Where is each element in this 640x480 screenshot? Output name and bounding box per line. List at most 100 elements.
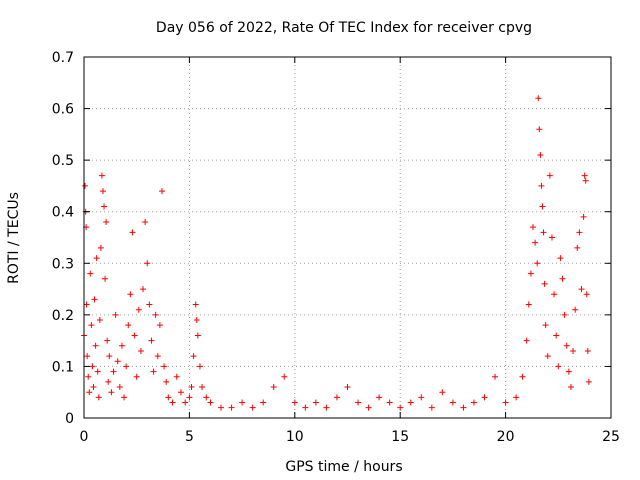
data-point [580,213,587,220]
data-point [281,373,288,380]
data-point [106,353,113,360]
data-point [93,255,100,262]
data-point [194,332,201,339]
data-point [146,301,153,308]
data-point [163,378,170,385]
x-tick-label: 15 [391,429,409,445]
data-point [142,219,149,226]
data-point [365,404,372,411]
data-point [502,399,509,406]
data-point [89,363,96,370]
data-point [188,384,195,391]
data-point [535,95,542,102]
data-point [565,368,572,375]
data-point [536,126,543,133]
data-point [542,322,549,329]
data-point [127,291,134,298]
data-point [156,322,163,329]
data-point [94,368,101,375]
data-point [553,332,560,339]
data-point [218,404,225,411]
data-point [173,373,180,380]
x-tick-label: 5 [185,429,194,445]
data-point [203,394,210,401]
y-axis-label: ROTI / TECUs [6,192,22,284]
data-point [129,229,136,236]
data-point [110,368,117,375]
data-point [576,229,583,236]
data-point [103,219,110,226]
data-point [583,291,590,298]
data-point [539,203,546,210]
data-point [418,394,425,401]
data-point [101,203,108,210]
data-point [555,363,562,370]
data-point [428,404,435,411]
data-point [228,404,235,411]
data-point [99,188,106,195]
data-point [584,347,591,354]
data-point [449,399,456,406]
data-point [239,399,246,406]
data-point [190,353,197,360]
data-point [270,384,277,391]
data-point [177,389,184,396]
data-point [481,394,488,401]
data-point [527,270,534,277]
data-point [581,172,588,179]
grid [84,57,611,418]
data-point [544,353,551,360]
data-point [95,394,102,401]
data-point [150,368,157,375]
data-point [137,347,144,354]
data-point [85,373,92,380]
data-point [84,353,91,360]
data-point [144,260,151,267]
data-point [249,404,256,411]
data-point [133,373,140,380]
data-point [182,399,189,406]
data-point [131,332,138,339]
data-point [534,260,541,267]
y-tick-label: 0.6 [52,102,74,118]
data-point [125,322,132,329]
data-point [567,384,574,391]
data-point [92,342,99,349]
plot-frame [83,56,612,419]
data-point [116,384,123,391]
data-point [407,399,414,406]
data-point [492,373,499,380]
data-point [570,347,577,354]
data-point [585,378,592,385]
y-tick-label: 0.1 [52,359,74,375]
data-point [118,342,125,349]
data-point [196,363,203,370]
data-point [530,224,537,231]
data-point [87,270,94,277]
data-points [81,95,592,411]
data-point [519,373,526,380]
data-point [470,399,477,406]
data-point [186,394,193,401]
data-point [148,337,155,344]
data-point [135,306,142,313]
data-point [548,234,555,241]
data-point [559,275,566,282]
y-tick-label: 0.5 [52,153,74,169]
data-point [193,317,200,324]
data-point [88,322,95,329]
data-point [165,394,172,401]
data-point [154,353,161,360]
data-point [397,404,404,411]
data-point [551,291,558,298]
data-point [355,399,362,406]
data-point [537,151,544,158]
data-point [114,358,121,365]
data-point [121,394,128,401]
y-tick-label: 0 [65,411,74,427]
data-point [532,239,539,246]
data-point [574,244,581,251]
data-point [523,337,530,344]
data-point [97,244,104,251]
